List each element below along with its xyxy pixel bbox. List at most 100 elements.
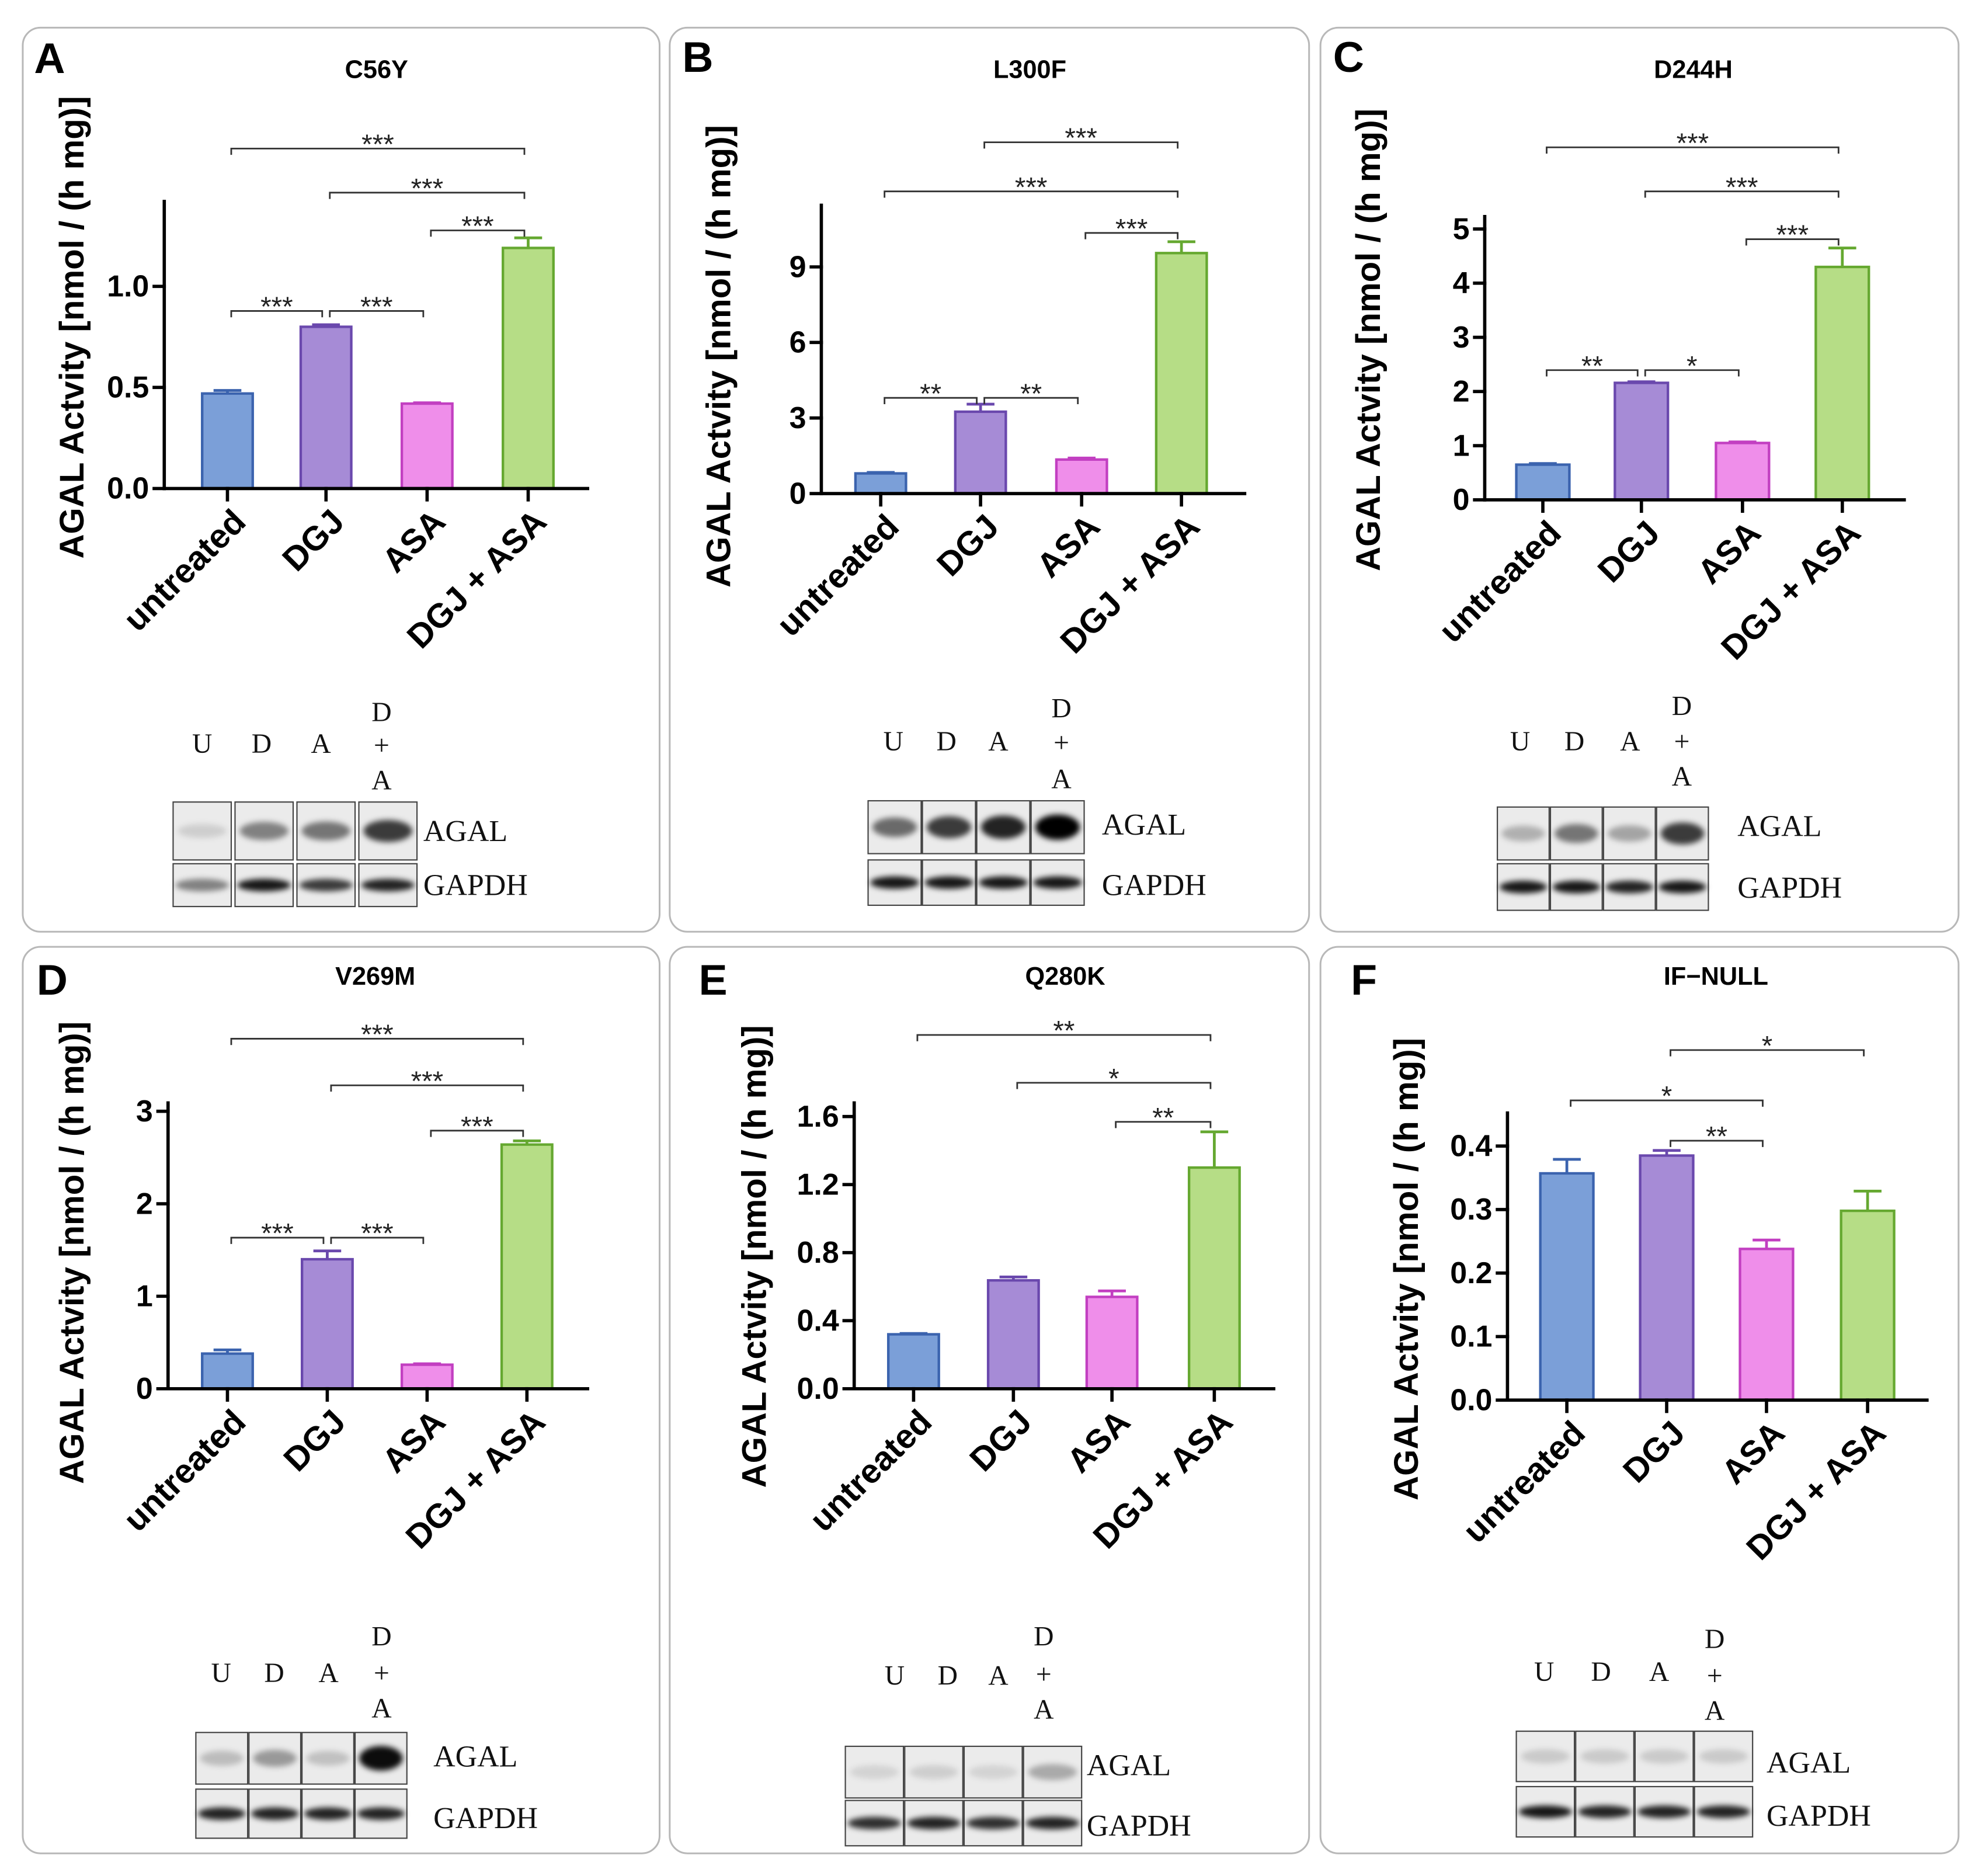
- bar-untreated: [854, 472, 907, 495]
- agal-band-label: AGAL: [1737, 810, 1821, 843]
- gapdh-band: [1552, 880, 1601, 894]
- gapdh-band: [237, 878, 291, 892]
- agal-band-label: AGAL: [433, 1740, 517, 1774]
- y-tick-label: 6: [790, 325, 806, 359]
- panel-letter: F: [1351, 956, 1377, 1004]
- bar-dgj-asa: [1155, 252, 1208, 495]
- bar-untreated: [1539, 1172, 1595, 1402]
- combo-lane-label: A: [371, 1693, 391, 1724]
- significance-label: *: [1661, 1081, 1673, 1112]
- significance-bracket: [1016, 1082, 1212, 1089]
- bar-untreated: [201, 392, 254, 490]
- chart-title: IF−NULL: [1664, 963, 1768, 991]
- bar-dgj: [954, 410, 1007, 495]
- lane-label: U: [1510, 727, 1530, 757]
- lane-label: D: [252, 729, 272, 759]
- significance-bracket: [1644, 190, 1840, 198]
- significance-bracket: [230, 1038, 524, 1045]
- y-tick-label: 1.6: [797, 1099, 839, 1133]
- significance-label: ***: [260, 291, 293, 322]
- y-tick-label: 0.8: [797, 1235, 839, 1269]
- agal-band: [306, 1750, 350, 1766]
- agal-band: [1699, 1749, 1748, 1764]
- gapdh-band: [251, 1807, 299, 1821]
- combo-lane-label: +: [1707, 1660, 1723, 1691]
- combo-lane-label: A: [1034, 1695, 1053, 1725]
- gapdh-band: [847, 1816, 902, 1830]
- significance-label: ***: [461, 1111, 493, 1142]
- significance-label: ***: [1115, 214, 1148, 245]
- bar-dgj-asa: [1840, 1209, 1896, 1402]
- combo-lane-label: D: [371, 697, 391, 728]
- lane-label: D: [264, 1658, 284, 1689]
- significance-label: ***: [361, 1019, 394, 1050]
- significance-label: *: [1762, 1031, 1773, 1062]
- gapdh-band: [1025, 1816, 1080, 1830]
- panel-letter: B: [682, 33, 713, 81]
- panel-f: F IF−NULL AGAL Actvity [nmol / (h mg)] 0.0 0…: [1319, 946, 1960, 1854]
- y-tick-label: 9: [790, 249, 806, 283]
- agal-band: [980, 815, 1026, 839]
- significance-bracket: [430, 230, 526, 237]
- agal-band: [1521, 1749, 1570, 1764]
- bar-dgj-asa: [502, 246, 555, 490]
- bar-asa: [400, 402, 454, 490]
- combo-lane-label: A: [1672, 762, 1692, 792]
- lane-label: U: [211, 1658, 231, 1689]
- gapdh-band: [979, 876, 1028, 889]
- significance-label: ***: [461, 211, 494, 242]
- lane-label: U: [1534, 1657, 1554, 1687]
- significance-label: **: [1020, 378, 1042, 409]
- bar-dgj: [986, 1279, 1040, 1390]
- significance-bracket: [329, 310, 425, 318]
- lane-label: A: [988, 1660, 1008, 1691]
- gapdh-band: [1605, 880, 1654, 894]
- gapdh-band: [1658, 880, 1706, 894]
- chart-title: L300F: [993, 56, 1066, 84]
- significance-label: ***: [361, 1218, 394, 1249]
- significance-bracket: [1670, 1049, 1865, 1057]
- significance-bracket: [230, 1236, 325, 1244]
- y-tick-label: 4: [1453, 266, 1470, 300]
- y-axis-label: AGAL Actvity [nmol / (h mg)]: [53, 1022, 91, 1484]
- agal-band: [850, 1765, 899, 1780]
- gapdh-band: [197, 1807, 246, 1821]
- significance-label: ***: [411, 173, 444, 204]
- significance-bracket: [1546, 146, 1840, 154]
- y-tick-label: 1.2: [797, 1168, 839, 1201]
- bar-asa: [1715, 442, 1771, 501]
- lane-label: D: [1564, 727, 1584, 757]
- significance-bracket: [1644, 369, 1740, 377]
- lane-label: D: [938, 1660, 958, 1691]
- significance-bracket: [884, 190, 1179, 198]
- combo-lane-label: +: [1053, 728, 1069, 758]
- gapdh-band-label: GAPDH: [423, 869, 528, 902]
- y-tick-label: 1: [1453, 428, 1470, 462]
- y-tick-label: 5: [1453, 211, 1470, 245]
- significance-label: **: [1152, 1102, 1174, 1133]
- significance-label: **: [920, 378, 941, 409]
- agal-band: [1607, 825, 1651, 842]
- panel-c: C D244H AGAL Actvity [nmol / (h mg)] 0 1 2 3 4 5…: [1319, 26, 1960, 933]
- significance-bracket: [230, 147, 526, 155]
- combo-lane-label: +: [374, 730, 390, 760]
- y-tick-label: 3: [136, 1094, 153, 1128]
- y-tick-label: 1.0: [107, 269, 149, 303]
- significance-label: ***: [1726, 172, 1758, 203]
- significance-bracket: [1570, 1099, 1764, 1107]
- y-tick-label: 1: [136, 1279, 153, 1313]
- significance-bracket: [230, 310, 324, 318]
- lane-label: A: [1620, 727, 1640, 757]
- combo-lane-label: D: [1051, 694, 1071, 724]
- agal-band: [1501, 825, 1545, 842]
- panel-e: E Q280K AGAL Actvity [nmol / (h mg)] 0.0 0.4…: [669, 946, 1310, 1854]
- panel-frame: [22, 946, 661, 1854]
- lane-label: U: [885, 1660, 905, 1691]
- agal-band: [1580, 1749, 1629, 1764]
- bar-untreated: [886, 1333, 940, 1390]
